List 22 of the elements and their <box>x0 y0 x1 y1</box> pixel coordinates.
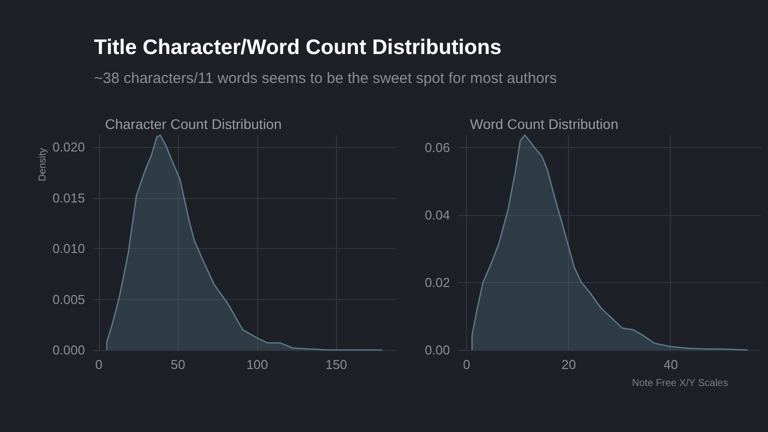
y-tick-label: 0.020 <box>52 140 85 155</box>
x-tick-label: 0 <box>95 357 102 372</box>
y-tick-label: 0.010 <box>52 241 85 256</box>
y-tick-label: 0.00 <box>424 342 450 358</box>
x-tick-label: 50 <box>170 357 186 372</box>
y-tick-label: 0.06 <box>424 140 450 155</box>
x-tick-label: 40 <box>663 357 678 372</box>
y-axis-title: Density <box>38 148 48 182</box>
text: Note Free X/Y Scales <box>632 378 728 389</box>
chart-title: Character Count Distribution <box>105 116 282 132</box>
text: ~38 characters/11 words seems to be the sweet spot for most authors <box>94 70 557 87</box>
x-tick-label: 20 <box>561 357 576 372</box>
x-tick-label: 0 <box>463 357 470 372</box>
y-tick-label: 0.015 <box>52 190 85 206</box>
y-tick-label: 0.005 <box>52 292 85 307</box>
y-tick-label: 0.000 <box>52 342 85 358</box>
x-tick-label: 100 <box>246 357 268 372</box>
y-tick-label: 0.02 <box>424 274 450 290</box>
text: Title Character/Word Count Distributions <box>94 36 502 60</box>
y-tick-label: 0.04 <box>424 207 450 222</box>
x-tick-label: 150 <box>325 357 348 372</box>
chart-title: Word Count Distribution <box>470 116 618 132</box>
